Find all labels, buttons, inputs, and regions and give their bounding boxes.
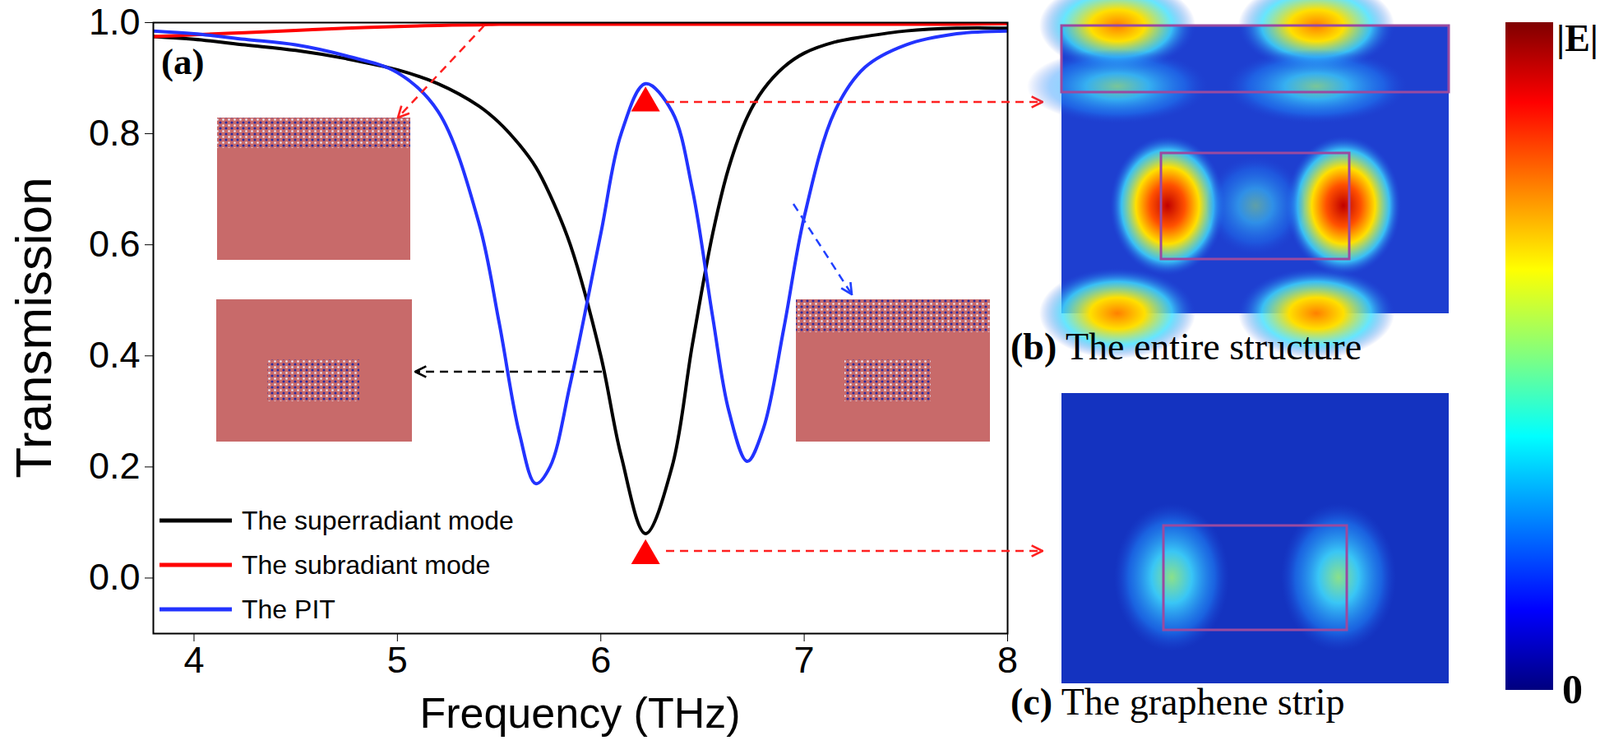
svg-text:4: 4 xyxy=(183,638,204,681)
svg-text:1.0: 1.0 xyxy=(88,0,141,43)
svg-text:5: 5 xyxy=(387,638,408,681)
svg-text:Frequency (THz): Frequency (THz) xyxy=(419,689,740,737)
svg-text:8: 8 xyxy=(997,638,1018,681)
svg-text:The subradiant mode: The subradiant mode xyxy=(241,550,491,580)
svg-text:The PIT: The PIT xyxy=(241,594,336,625)
svg-text:0.2: 0.2 xyxy=(88,444,141,487)
svg-text:7: 7 xyxy=(794,638,815,681)
svg-text:(b) The entire structure: (b) The entire structure xyxy=(1010,325,1362,368)
svg-text:0.4: 0.4 xyxy=(88,333,141,376)
svg-text:The superradiant mode: The superradiant mode xyxy=(241,505,514,536)
svg-text:6: 6 xyxy=(590,638,611,681)
svg-text:(c) The graphene strip: (c) The graphene strip xyxy=(1010,680,1346,723)
svg-text:0.8: 0.8 xyxy=(88,111,141,154)
svg-text:0.6: 0.6 xyxy=(88,222,141,265)
svg-text:Transmission: Transmission xyxy=(4,176,62,478)
svg-text:(a): (a) xyxy=(161,41,204,83)
svg-text:|E|: |E| xyxy=(1556,17,1599,60)
svg-text:0.0: 0.0 xyxy=(88,555,141,598)
svg-text:0: 0 xyxy=(1562,665,1583,713)
